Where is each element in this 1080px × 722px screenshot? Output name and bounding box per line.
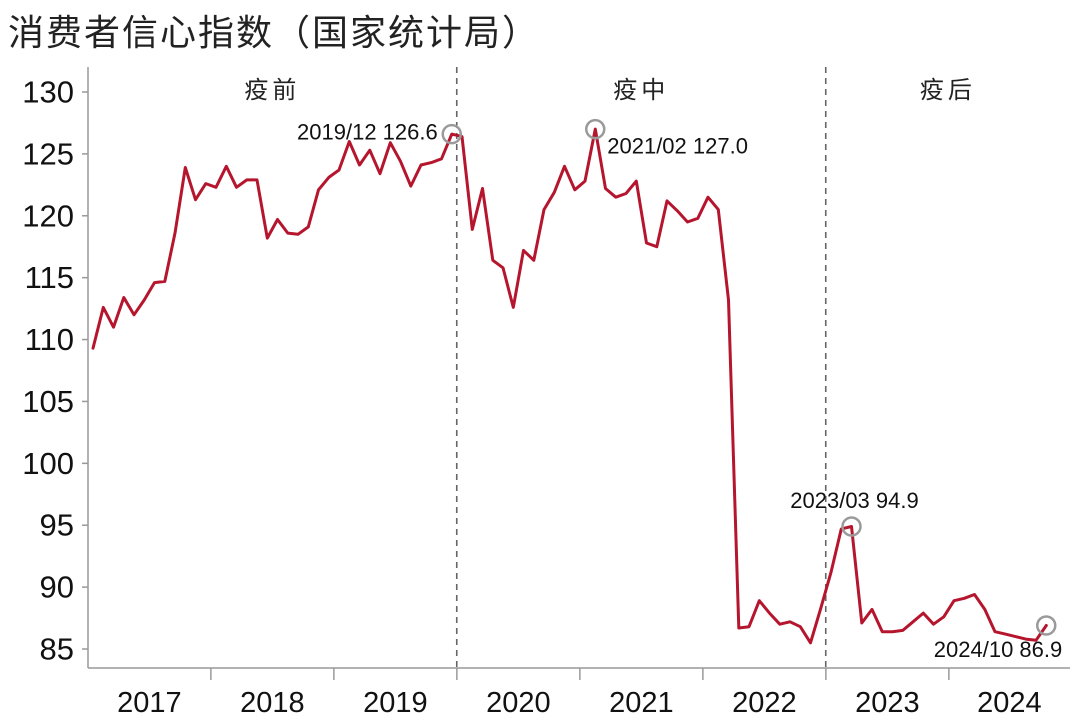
annotation-marker xyxy=(841,516,862,537)
y-tick-label: 95 xyxy=(40,508,74,543)
x-tick-label: 2022 xyxy=(732,687,797,719)
y-tick-label: 90 xyxy=(40,570,74,605)
chart-title: 消费者信心指数（国家统计局） xyxy=(8,13,541,54)
annotation-label: 2021/02 127.0 xyxy=(607,134,748,159)
x-tick-label: 2021 xyxy=(609,687,674,719)
x-tick-label: 2024 xyxy=(977,687,1042,719)
y-tick-label: 120 xyxy=(22,198,74,233)
annotation-label: 2023/03 94.9 xyxy=(790,488,918,513)
y-tick-label: 110 xyxy=(25,322,74,357)
y-tick-label: 100 xyxy=(22,446,74,481)
x-tick-label: 2023 xyxy=(855,687,920,719)
series-line xyxy=(91,127,1048,645)
y-tick-label: 130 xyxy=(22,75,74,110)
y-tick-label: 125 xyxy=(22,136,74,171)
x-tick-label: 2018 xyxy=(240,687,305,719)
annotation-marker xyxy=(1036,615,1057,636)
y-tick-label: 105 xyxy=(22,384,74,419)
y-tick-label: 85 xyxy=(40,632,74,667)
y-tick-label: 115 xyxy=(25,260,74,295)
x-tick-label: 2020 xyxy=(486,687,551,719)
period-label: 疫前 xyxy=(244,76,300,104)
annotation-label: 2019/12 126.6 xyxy=(297,120,438,145)
period-label: 疫后 xyxy=(920,76,976,104)
annotation-marker xyxy=(585,118,606,140)
annotation-label: 2024/10 86.9 xyxy=(934,637,1062,662)
annotation-marker xyxy=(441,123,462,145)
x-tick-label: 2019 xyxy=(363,687,428,719)
x-tick-label: 2017 xyxy=(117,687,182,719)
period-label: 疫中 xyxy=(613,76,669,104)
